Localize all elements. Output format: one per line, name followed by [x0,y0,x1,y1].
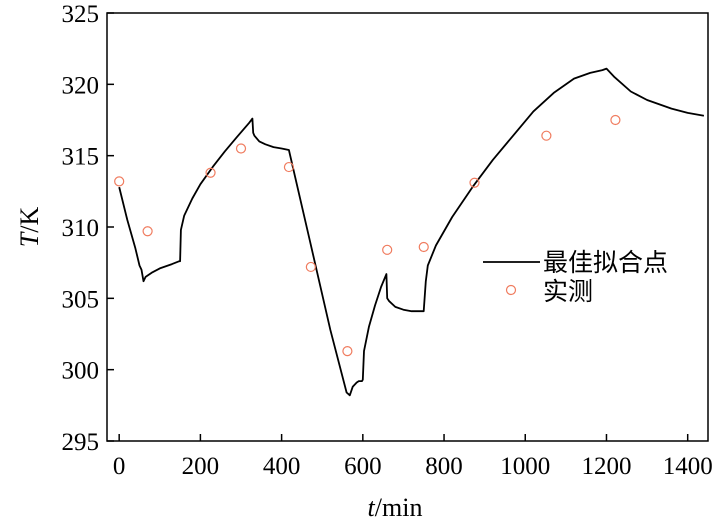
x-tick-label: 1400 [663,453,713,480]
measured-point [205,167,216,178]
x-axis-label-unit: /min [375,493,423,522]
x-tick-label: 400 [263,453,301,480]
y-tick-label: 315 [62,144,100,171]
y-tick-label: 300 [62,358,100,385]
measured-point [610,114,621,126]
measured-point [235,143,247,154]
y-tick-label: 325 [62,1,100,28]
x-tick-label: 800 [425,453,463,480]
y-tick-label: 310 [62,215,100,242]
x-tick-label: 200 [182,453,220,480]
measured-point [305,261,316,273]
y-tick-label: 295 [62,429,100,456]
legend-label-measured: 实测 [543,278,593,306]
legend-marker-swatch [505,284,517,296]
x-tick-label: 0 [113,453,126,480]
best-fit-line [118,67,705,397]
measured-point [283,161,295,173]
x-axis: 0 200 400 600 800 1000 1200 1400 [113,434,713,480]
y-axis: 295 300 305 310 315 320 325 [62,1,114,456]
y-axis-label: T/K [15,207,44,248]
x-axis-label-variable: t [368,493,376,522]
y-tick-label: 320 [62,72,100,99]
x-tick-label: 1000 [500,453,550,480]
plot-frame [106,12,709,442]
measured-point [342,346,353,357]
measured-point [541,130,552,141]
y-tick-label: 305 [62,286,100,313]
legend: 最佳拟合点 实测 [483,249,668,306]
measured-point [142,226,153,237]
x-axis-label: t/min [368,493,423,522]
measured-point [469,177,480,188]
y-axis-label-unit: /K [15,207,44,233]
x-tick-label: 600 [344,453,382,480]
measured-point [114,176,125,187]
measured-point [418,241,429,253]
legend-label-fit: 最佳拟合点 [543,249,668,277]
measured-point [382,244,393,255]
x-tick-label: 1200 [581,453,631,480]
series-layer [114,67,705,397]
y-axis-label-variable: T [15,231,44,247]
